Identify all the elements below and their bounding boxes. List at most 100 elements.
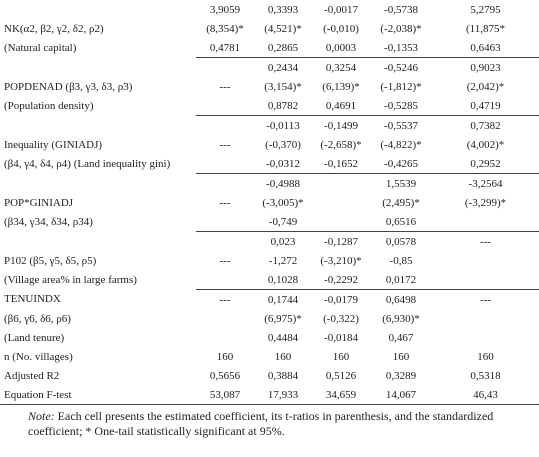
table-cell: ---	[219, 293, 231, 306]
table-row: (Population density) 0,8782 0,4691 -0,5285 0…	[0, 96, 539, 116]
table-cell: -0,5738	[384, 3, 418, 16]
table-cell	[196, 232, 254, 252]
table-cell	[196, 96, 254, 116]
table-cell: (6,139)*	[322, 80, 360, 93]
table-cell: 0,3254	[325, 61, 357, 74]
table-cell	[432, 251, 539, 270]
table-cell: 0,6498	[385, 293, 417, 306]
row-label: Inequality (GINIADJ)	[4, 138, 103, 151]
row-label: (β6, γ6, δ6, ρ6)	[4, 312, 71, 325]
table-cell: -0,5285	[370, 96, 432, 116]
table-cell	[196, 154, 254, 174]
table-row: 3,9059 0,3393 -0,0017 -0,5738 5,2795	[0, 0, 539, 19]
table-cell: 0,7382	[470, 119, 501, 132]
table-cell: 0,4691	[312, 96, 370, 116]
table-cell: 0,4484	[267, 331, 299, 344]
table-row: Inequality (GINIADJ) --- (-0,370) (-2,658)*…	[0, 135, 539, 154]
table-cell: 160	[477, 350, 494, 363]
table-cell: -0,0113	[266, 119, 300, 132]
table-cell	[432, 309, 539, 328]
note-label: Note:	[28, 409, 55, 423]
table-cell: (2,495)*	[382, 196, 420, 209]
table-cell: ---	[219, 254, 231, 267]
table-cell: 1,5539	[385, 177, 417, 190]
table-cell: 53,087	[196, 385, 254, 405]
row-label: P102 (β5, γ5, δ5, ρ5)	[4, 254, 97, 267]
table-cell: 0,5318	[470, 369, 501, 382]
note: Note: Each cell presents the estimated c…	[28, 409, 533, 439]
table-cell: 160	[274, 350, 292, 363]
table-cell: 0,4719	[432, 96, 539, 116]
regression-table: 3,9059 0,3393 -0,0017 -0,5738 5,2795 NK(α2, β…	[0, 0, 539, 405]
table-cell: 0,6516	[370, 212, 432, 232]
table-cell: (-0,322)	[323, 312, 359, 325]
table-cell: (-3,210)*	[320, 254, 362, 267]
table-cell: (-2,658)*	[320, 138, 362, 151]
table-cell: 0,1028	[254, 270, 312, 290]
table-cell: -0,1353	[370, 38, 432, 58]
table-cell: 0,0172	[370, 270, 432, 290]
row-label: TENUINDX	[4, 293, 61, 306]
table-cell: 0,467	[388, 331, 414, 344]
table-cell: (-4,822)*	[380, 138, 422, 151]
table-cell: (8,354)*	[206, 22, 244, 35]
table-row: (Village area% in large farms) 0,1028 -0,2…	[0, 270, 539, 290]
table-cell: 160	[392, 350, 410, 363]
table-row: POP*GINIADJ --- (-3,005)* (2,495)* (-3,299)*	[0, 193, 539, 212]
table-cell: (-3,005)*	[262, 196, 304, 209]
table-cell: -0,0184	[324, 331, 358, 344]
table-row: (Natural capital) 0,4781 0,2865 0,0003 -0,13…	[0, 38, 539, 58]
table-cell: 0,5126	[325, 369, 357, 382]
table-cell: (3,154)*	[264, 80, 302, 93]
table-cell: 34,659	[312, 385, 370, 405]
table-cell: ---	[219, 80, 231, 93]
table-row: POPDENAD (β3, γ3, δ3, ρ3) --- (3,154)* (6,1…	[0, 77, 539, 96]
table-row: Equation F-test 53,087 17,933 34,659 14,067 4…	[0, 385, 539, 405]
table-cell: 5,2795	[470, 3, 501, 16]
table-cell: -0,5537	[384, 119, 418, 132]
row-label: (Land tenure)	[4, 331, 65, 344]
table-cell: 0,8782	[254, 96, 312, 116]
table-row: (Land tenure) 0,4484 -0,0184 0,467	[0, 328, 539, 347]
table-cell	[196, 328, 254, 347]
table-cell	[196, 58, 254, 78]
table-cell	[312, 174, 370, 194]
table-cell: -3,2564	[468, 177, 503, 190]
table-cell: 0,0003	[312, 38, 370, 58]
row-label: POPDENAD (β3, γ3, δ3, ρ3)	[4, 80, 133, 93]
table-cell: -0,1499	[324, 119, 358, 132]
table-row: P102 (β5, γ5, δ5, ρ5) --- -1,272 (-3,210)* -…	[0, 251, 539, 270]
table-body: 3,9059 0,3393 -0,0017 -0,5738 5,2795 NK(α2, β…	[0, 0, 539, 405]
table-cell: 0,2952	[432, 154, 539, 174]
row-label: (β34, γ34, δ34, ρ34)	[4, 215, 93, 228]
table-cell	[312, 212, 370, 232]
table-cell: (4,002)*	[466, 138, 505, 151]
row-label: (Natural capital)	[4, 41, 77, 54]
table-cell: -0,1287	[324, 235, 358, 248]
table-cell	[196, 212, 254, 232]
table-cell: -0,0312	[254, 154, 312, 174]
row-label: n (No. villages)	[4, 350, 73, 363]
table-cell	[312, 193, 370, 212]
table-cell: 160	[332, 350, 350, 363]
row-label: (Village area% in large farms)	[4, 273, 137, 286]
row-label: (β4, γ4, δ4, ρ4) (Land inequality gini)	[4, 157, 171, 170]
row-label	[0, 116, 196, 136]
table-cell: -0,2292	[312, 270, 370, 290]
table-cell	[196, 270, 254, 290]
table-cell: 17,933	[254, 385, 312, 405]
table-cell: (-1,812)*	[380, 80, 422, 93]
table-cell: 0,3884	[267, 369, 299, 382]
table-cell: (6,930)*	[382, 312, 420, 325]
table-cell: 0,5656	[209, 369, 241, 382]
table-cell: ---	[219, 196, 231, 209]
table-cell: 160	[216, 350, 234, 363]
table-cell: 0,2865	[254, 38, 312, 58]
table-cell	[432, 328, 539, 347]
table-cell: (-0,010)	[323, 22, 359, 35]
table-row: -0,4988 1,5539 -3,2564	[0, 174, 539, 194]
table-cell: ---	[480, 235, 491, 248]
table-cell: (4,521)*	[264, 22, 302, 35]
table-cell: ---	[480, 293, 491, 306]
